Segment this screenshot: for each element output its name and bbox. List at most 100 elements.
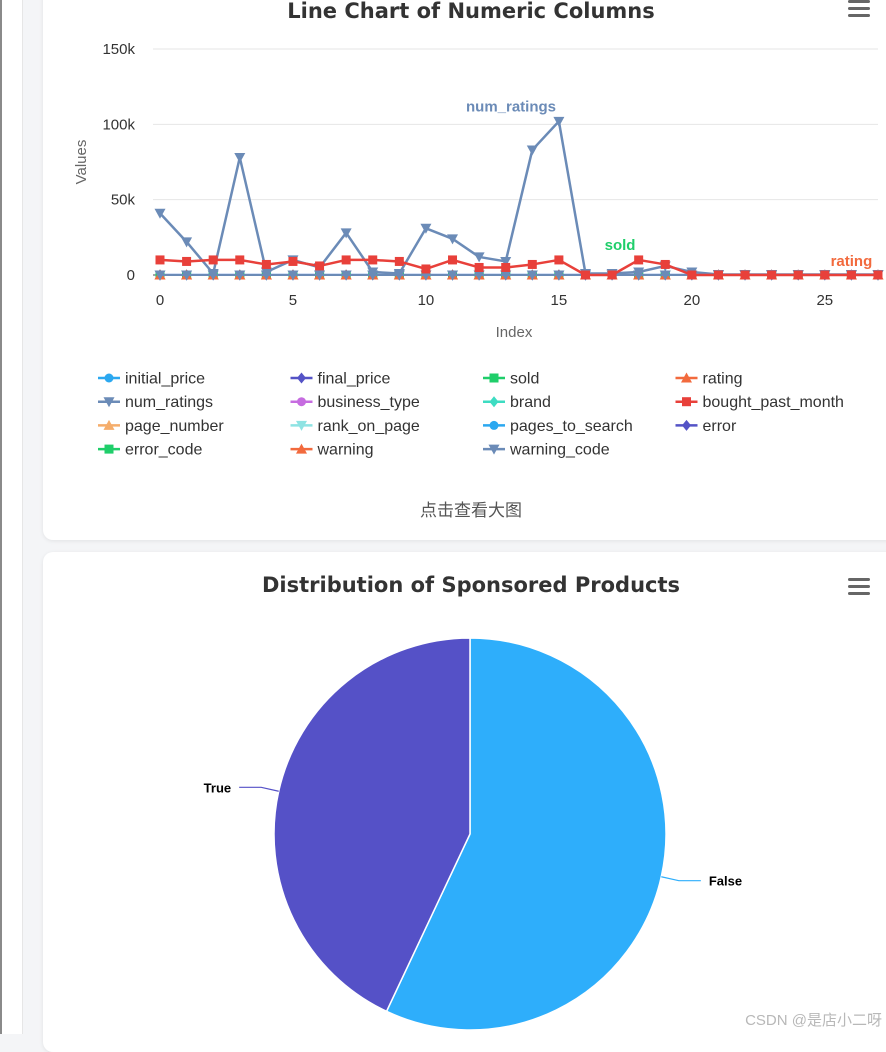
x-tick-label: 15 <box>551 292 568 309</box>
legend-label: warning <box>317 442 374 459</box>
y-axis-label: Values <box>73 140 90 185</box>
x-tick-label: 20 <box>684 292 701 309</box>
legend-marker <box>105 445 114 454</box>
data-point <box>661 260 670 269</box>
data-point <box>315 261 324 270</box>
pie-label-line <box>239 787 279 791</box>
line-chart: Line Chart of Numeric Columns 0 50k 100k 15… <box>43 0 886 540</box>
x-tick-label: 5 <box>289 292 297 309</box>
left-rail <box>0 0 23 1034</box>
legend-label: rating <box>703 371 743 388</box>
y-tick-label: 150k <box>102 41 135 58</box>
legend-label: business_type <box>318 394 420 411</box>
legend-item-pages-to-search[interactable]: pages_to_search <box>483 418 633 435</box>
data-point <box>714 271 723 280</box>
x-axis-label: Index <box>496 324 533 341</box>
enlarge-chart-link[interactable]: 点击查看大图 <box>420 501 522 520</box>
data-point <box>767 271 776 280</box>
data-point <box>687 271 696 280</box>
data-point <box>634 255 643 264</box>
data-point <box>501 263 510 272</box>
x-tick-label: 0 <box>156 292 164 309</box>
data-point <box>368 255 377 264</box>
data-point <box>395 257 404 266</box>
legend-marker <box>490 421 499 430</box>
legend-item-warning[interactable]: warning <box>291 442 374 459</box>
hamburger-menu-icon[interactable] <box>848 578 870 595</box>
legend-item-sold[interactable]: sold <box>483 371 539 388</box>
data-point <box>528 260 537 269</box>
legend-label: rank_on_page <box>318 418 420 435</box>
legend-item-business-type[interactable]: business_type <box>291 394 420 411</box>
data-point <box>847 271 856 280</box>
y-tick-label: 50k <box>111 192 136 209</box>
data-point <box>421 264 430 273</box>
watermark: CSDN @是店小二呀 <box>745 1009 882 1030</box>
legend-marker <box>490 374 499 383</box>
legend-item-page-number[interactable]: page_number <box>98 418 224 435</box>
y-tick-label: 100k <box>102 116 135 133</box>
legend-item-error-code[interactable]: error_code <box>98 442 202 459</box>
legend-item-rank-on-page[interactable]: rank_on_page <box>291 418 420 435</box>
pie-chart: Distribution of Sponsored Products False… <box>43 552 886 1052</box>
data-point <box>741 271 750 280</box>
legend-label: error <box>703 418 737 435</box>
legend-marker <box>490 396 499 407</box>
legend-label: warning_code <box>509 442 610 459</box>
data-point <box>448 255 457 264</box>
legend-label: initial_price <box>125 371 205 388</box>
legend-item-final-price[interactable]: final_price <box>291 371 391 388</box>
pie-label: True <box>204 780 231 795</box>
legend-marker <box>682 420 691 431</box>
line-chart-title: Line Chart of Numeric Columns <box>287 0 654 23</box>
data-point <box>156 255 165 264</box>
data-point <box>288 257 297 266</box>
data-point <box>182 257 191 266</box>
data-point <box>794 271 803 280</box>
legend-marker <box>682 397 691 406</box>
legend-marker <box>297 373 306 384</box>
legend-label: num_ratings <box>125 394 213 411</box>
data-point <box>554 255 563 264</box>
series-end-label: num_ratings <box>466 98 556 115</box>
legend-label: brand <box>510 394 551 411</box>
data-point <box>475 263 484 272</box>
legend-label: page_number <box>125 418 224 435</box>
legend-label: pages_to_search <box>510 418 633 435</box>
legend-item-initial-price[interactable]: initial_price <box>98 371 205 388</box>
legend-marker <box>297 397 306 406</box>
line-chart-card: Line Chart of Numeric Columns 0 50k 100k 15… <box>43 0 886 540</box>
data-point <box>820 271 829 280</box>
series-line <box>160 121 878 274</box>
data-point <box>608 271 617 280</box>
y-tick-label: 0 <box>127 267 135 284</box>
x-tick-label: 10 <box>418 292 435 309</box>
hamburger-menu-icon[interactable] <box>848 0 870 17</box>
legend-item-rating[interactable]: rating <box>676 371 743 388</box>
legend-label: final_price <box>318 371 391 388</box>
legend-item-num-ratings[interactable]: num_ratings <box>98 394 213 411</box>
legend-item-error[interactable]: error <box>676 418 737 435</box>
pie-label: False <box>709 874 742 889</box>
data-point <box>342 255 351 264</box>
pie-label-line <box>661 877 701 881</box>
series-end-label: sold <box>605 237 636 254</box>
pie-chart-card: Distribution of Sponsored Products False… <box>43 552 886 1052</box>
data-point <box>581 271 590 280</box>
series-num-ratings <box>155 117 884 280</box>
legend-label: sold <box>510 371 539 388</box>
legend-item-bought-past-month[interactable]: bought_past_month <box>676 394 844 411</box>
series-end-label: rating <box>831 253 873 270</box>
x-tick-label: 25 <box>816 292 833 309</box>
data-point <box>527 145 538 155</box>
legend-label: bought_past_month <box>703 394 844 411</box>
data-point <box>235 255 244 264</box>
legend-item-brand[interactable]: brand <box>483 394 551 411</box>
data-point <box>234 153 245 163</box>
legend-item-warning-code[interactable]: warning_code <box>483 442 610 459</box>
data-point <box>262 260 271 269</box>
legend-marker <box>105 374 114 383</box>
data-point <box>874 271 883 280</box>
legend-label: error_code <box>125 442 202 459</box>
data-point <box>209 255 218 264</box>
